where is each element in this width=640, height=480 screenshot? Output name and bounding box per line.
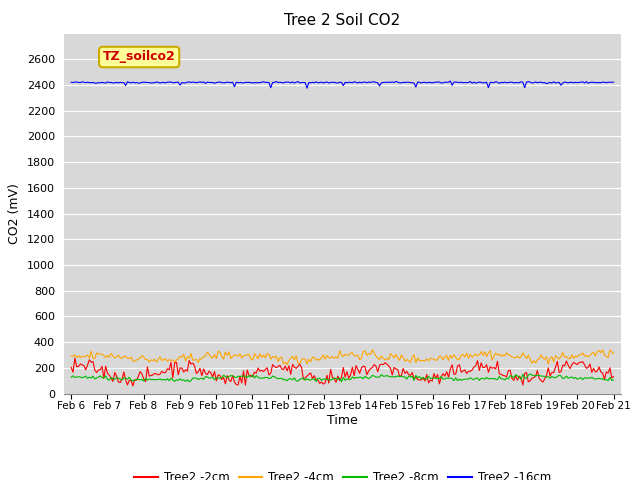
Y-axis label: CO2 (mV): CO2 (mV) xyxy=(8,183,21,244)
Title: Tree 2 Soil CO2: Tree 2 Soil CO2 xyxy=(284,13,401,28)
Legend: Tree2 -2cm, Tree2 -4cm, Tree2 -8cm, Tree2 -16cm: Tree2 -2cm, Tree2 -4cm, Tree2 -8cm, Tree… xyxy=(129,466,556,480)
X-axis label: Time: Time xyxy=(327,414,358,427)
Text: TZ_soilco2: TZ_soilco2 xyxy=(103,50,175,63)
